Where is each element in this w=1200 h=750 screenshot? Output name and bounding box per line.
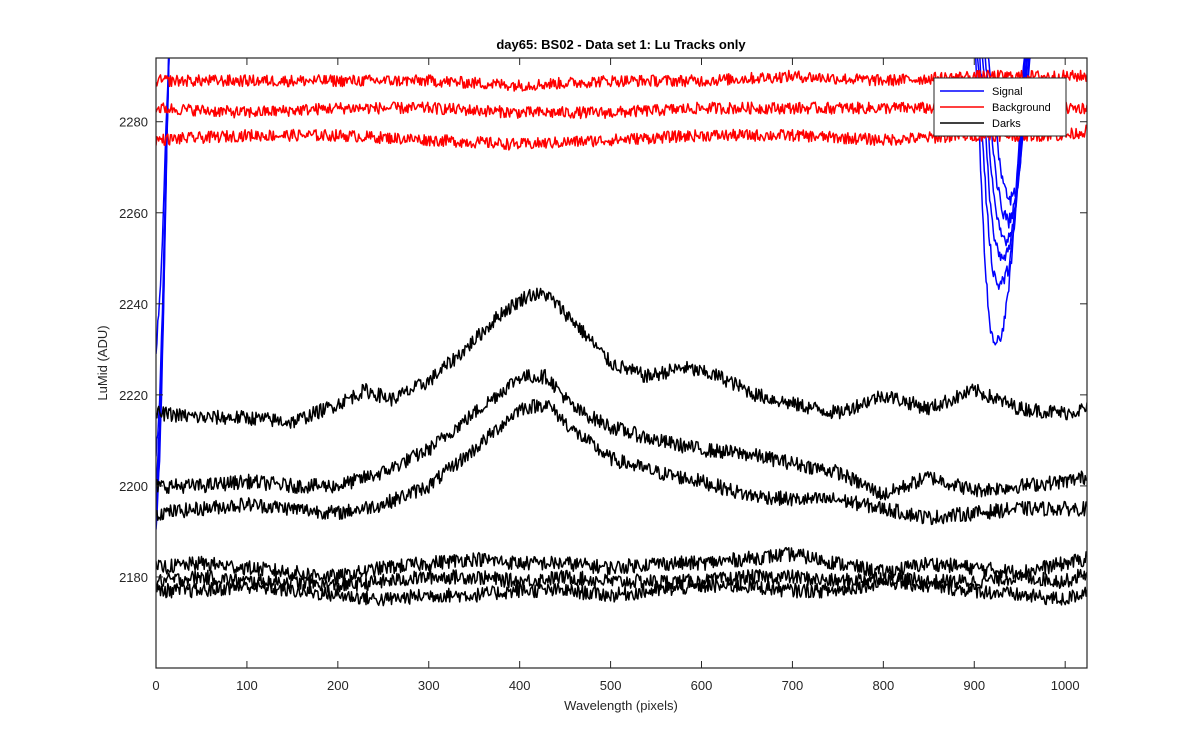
background-series-line-2	[156, 101, 1087, 120]
darks-series-line-2	[156, 368, 1087, 501]
y-tick-label: 2240	[119, 297, 148, 312]
plot-frame	[155, 57, 1088, 669]
x-tick-label: 300	[418, 678, 440, 693]
y-axis-title: LuMid (ADU)	[95, 325, 110, 400]
y-tick-label: 2260	[119, 206, 148, 221]
x-tick-label: 0	[152, 678, 159, 693]
x-tick-label: 100	[236, 678, 258, 693]
darks-series-line-3	[156, 398, 1087, 526]
x-tick-label: 800	[872, 678, 894, 693]
y-tick-label: 2280	[119, 115, 148, 130]
legend-label-background: Background	[992, 102, 1051, 114]
y-axis: 2180 2200 2220 2240 2260 2280	[119, 115, 1087, 585]
legend-label-darks: Darks	[992, 118, 1021, 130]
legend-label-signal: Signal	[992, 86, 1023, 98]
chart-title: day65: BS02 - Data set 1: Lu Tracks only	[496, 37, 746, 52]
y-tick-label: 2180	[119, 570, 148, 585]
y-tick-label: 2220	[119, 388, 148, 403]
y-tick-label: 2200	[119, 479, 148, 494]
x-tick-label: 700	[782, 678, 804, 693]
darks-series-line-6	[156, 574, 1087, 607]
x-tick-label: 500	[600, 678, 622, 693]
x-tick-label: 200	[327, 678, 349, 693]
legend: Signal Background Darks	[933, 77, 1067, 137]
darks-series-line-4	[156, 546, 1087, 585]
x-tick-label: 1000	[1051, 678, 1080, 693]
series-layer	[156, 58, 1087, 607]
x-tick-label: 400	[509, 678, 531, 693]
x-axis-title: Wavelength (pixels)	[564, 698, 678, 713]
background-series-line-1	[156, 69, 1087, 92]
x-axis: 0 100 200 300 400 500 600 700 800 900 1000	[152, 58, 1080, 693]
x-tick-label: 900	[963, 678, 985, 693]
background-series-line-3	[156, 124, 1087, 151]
darks-series-line-1	[156, 287, 1087, 429]
x-tick-label: 600	[691, 678, 713, 693]
